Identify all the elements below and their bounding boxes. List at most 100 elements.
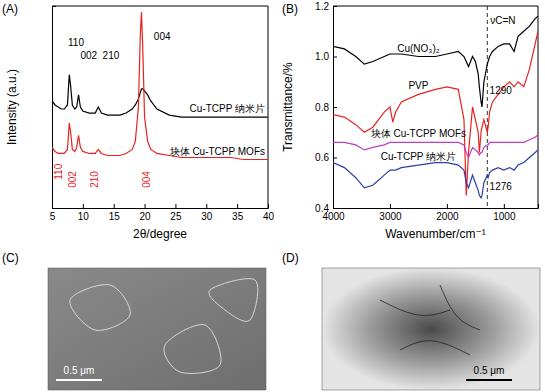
nanosheet-edge bbox=[164, 325, 221, 374]
chart-panel: (A) 5 10 15 20 25 30 35 40 2θ/degree Intensity (a.… bbox=[2, 2, 274, 241]
series-label: PVP bbox=[408, 80, 428, 91]
panel-label: (C) bbox=[2, 251, 19, 265]
series-label: Cu(NO₃)₂ bbox=[397, 43, 440, 54]
x-tick: 2000 bbox=[436, 204, 459, 222]
y-tick-mark bbox=[333, 107, 337, 108]
series-label: Cu-TCPP 纳米片 bbox=[381, 151, 456, 162]
annotation: 210 bbox=[103, 50, 120, 61]
scale-bar-label: 0.5 μm bbox=[474, 365, 505, 376]
x-tick-label: 3000 bbox=[379, 211, 402, 222]
annotation: 004 bbox=[154, 31, 171, 42]
y-axis-line bbox=[334, 7, 338, 209]
x-axis: 4000300020001000 bbox=[322, 204, 538, 222]
y-tick-mark bbox=[333, 208, 337, 209]
y-tick-label: 0.8 bbox=[315, 102, 329, 113]
x-tick-mark bbox=[206, 204, 207, 208]
series-line bbox=[52, 75, 268, 117]
y-axis-title: Transmittance/% bbox=[281, 62, 295, 152]
figure: (A) 5 10 15 20 25 30 35 40 2θ/degree Intensity (a.… bbox=[0, 0, 545, 392]
x-tick-mark bbox=[83, 204, 84, 208]
y-tick-mark bbox=[333, 6, 337, 7]
image-panel: (D) 0.5 μm bbox=[282, 251, 540, 390]
series-line bbox=[333, 31, 538, 195]
nanosheet-fold bbox=[380, 300, 450, 315]
annotation: 110 bbox=[53, 163, 64, 179]
annotation: 210 bbox=[89, 171, 100, 188]
annotation: 004 bbox=[141, 171, 152, 188]
x-axis-title: 2θ/degree bbox=[133, 227, 187, 241]
series-label: 块体 Cu-TCPP MOFs bbox=[370, 128, 466, 139]
panel-label: (D) bbox=[282, 251, 299, 265]
x-axis-line bbox=[334, 204, 539, 209]
x-tick-mark bbox=[145, 204, 146, 208]
y-tick-label: 1.2 bbox=[315, 1, 329, 12]
x-tick-label: 25 bbox=[170, 211, 182, 222]
x-tick: 40 bbox=[263, 204, 275, 222]
chart-panel: (B)40003000200010000.40.60.81.01.2Wavenu… bbox=[281, 1, 539, 241]
x-tick-label: 2000 bbox=[436, 211, 459, 222]
y-axis: 0.4 0.6 0.8 1.0 1.2 bbox=[315, 1, 337, 214]
nanosheet-edge bbox=[70, 285, 131, 331]
x-tick-label: 40 bbox=[263, 211, 275, 222]
x-tick-mark bbox=[268, 204, 269, 208]
x-tick-label: 30 bbox=[201, 211, 213, 222]
y-tick-label: 0.4 bbox=[315, 203, 329, 214]
series-label: Cu-TCPP 纳米片 bbox=[190, 103, 265, 114]
x-tick-mark bbox=[114, 204, 115, 208]
image-panel: (C) 0.5 μm bbox=[2, 251, 266, 390]
x-axis-title: Wavenumber/cm⁻¹ bbox=[385, 227, 486, 241]
annotation: 1290 bbox=[490, 85, 513, 96]
x-tick-label: 15 bbox=[109, 211, 121, 222]
y-tick-label: 0.6 bbox=[315, 152, 329, 163]
plot-area bbox=[52, 12, 268, 159]
x-tick-mark bbox=[390, 204, 391, 208]
x-tick-label: 1000 bbox=[493, 211, 516, 222]
y-axis-title: Intensity (a.u.) bbox=[5, 69, 19, 145]
panel-label: (B) bbox=[282, 2, 298, 16]
x-tick-label: 10 bbox=[78, 211, 90, 222]
nanosheet-fold bbox=[440, 285, 480, 330]
y-tick-mark bbox=[333, 158, 337, 159]
x-tick: 30 bbox=[201, 204, 213, 222]
x-tick-label: 20 bbox=[140, 211, 152, 222]
y-tick: 0.4 bbox=[315, 203, 337, 214]
x-axis-line bbox=[53, 204, 269, 209]
x-tick-mark bbox=[175, 204, 176, 208]
y-tick: 1.0 bbox=[315, 51, 337, 62]
frame-top bbox=[52, 6, 268, 7]
annotation: 002 bbox=[80, 50, 97, 61]
annotation: 002 bbox=[67, 171, 78, 188]
x-tick-mark bbox=[447, 204, 448, 208]
series-label: 块体 Cu-TCPP MOFs bbox=[169, 146, 265, 157]
panel-label: (A) bbox=[2, 2, 18, 16]
frame-right bbox=[538, 6, 539, 208]
x-tick-mark bbox=[237, 204, 238, 208]
x-tick: 35 bbox=[232, 204, 244, 222]
scale-bar bbox=[56, 379, 102, 381]
annotation: 1276 bbox=[490, 181, 513, 192]
x-tick: 15 bbox=[109, 204, 121, 222]
x-tick: 10 bbox=[78, 204, 90, 222]
frame-top bbox=[333, 6, 538, 7]
series-line bbox=[333, 16, 538, 107]
frame-right bbox=[268, 6, 269, 208]
x-tick: 20 bbox=[140, 204, 152, 222]
y-tick: 0.8 bbox=[315, 102, 337, 113]
micrograph bbox=[48, 268, 266, 390]
x-tick: 3000 bbox=[379, 204, 402, 222]
y-tick-label: 1.0 bbox=[315, 51, 329, 62]
scale-bar bbox=[466, 379, 512, 381]
y-tick: 1.2 bbox=[315, 1, 337, 12]
x-tick-mark bbox=[504, 204, 505, 208]
x-tick-label: 35 bbox=[232, 211, 244, 222]
x-tick: 25 bbox=[170, 204, 182, 222]
x-tick-label: 5 bbox=[50, 211, 56, 222]
annotation: 110 bbox=[68, 37, 84, 48]
series-line bbox=[333, 150, 538, 198]
nanosheet-edge bbox=[209, 279, 258, 322]
scale-bar-label: 0.5 μm bbox=[64, 365, 95, 376]
y-tick-mark bbox=[333, 57, 337, 58]
micrograph bbox=[322, 268, 540, 390]
nanosheet-fold bbox=[400, 341, 470, 355]
annotation: νC=N bbox=[490, 15, 515, 26]
